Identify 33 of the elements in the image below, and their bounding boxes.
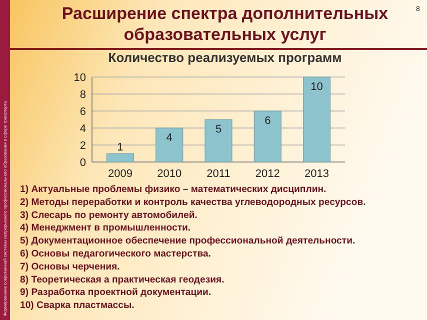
y-tick-label: 4 xyxy=(80,123,86,135)
y-tick-label: 8 xyxy=(80,89,86,101)
y-tick-label: 6 xyxy=(80,106,86,118)
data-label: 10 xyxy=(310,81,323,93)
x-tick-label: 2009 xyxy=(108,168,132,180)
bar xyxy=(254,110,282,162)
data-label: 4 xyxy=(166,132,172,144)
y-tick-label: 0 xyxy=(80,157,86,169)
x-tick-label: 2012 xyxy=(255,168,280,180)
text: 4) Менеджмент в промышленности. xyxy=(20,222,191,234)
data-label: 6 xyxy=(264,115,271,127)
x-tick-label: 2011 xyxy=(206,168,230,180)
bar xyxy=(156,128,184,162)
text: 2) Методы переработки и контроль качества углеводородных ресурсов. xyxy=(20,196,366,208)
y-tick-label: 2 xyxy=(80,140,86,152)
text: 6) Основы педагогического мастерства. xyxy=(20,248,211,260)
text: 9) Разработка проектной документации. xyxy=(20,287,212,298)
text: 8) Теоретическая а практическая геодезия. xyxy=(20,274,224,286)
y-tick-label: 10 xyxy=(74,72,86,84)
text: 10) Сварка пластмассы. xyxy=(20,300,134,312)
chart-title: Расширение спектра дополнительных образовательных услуг xyxy=(62,4,389,44)
data-label: 1 xyxy=(117,142,124,154)
text: 7) Основы черчения. xyxy=(20,261,120,272)
x-tick-label: 2010 xyxy=(157,168,182,180)
x-tick-label: 2013 xyxy=(304,168,329,180)
bar xyxy=(106,153,134,162)
text: 1) Актуальные проблемы физико – математических дисциплин. xyxy=(20,184,326,195)
text: 3) Слесарь по ремонту автомобилей. xyxy=(20,210,198,221)
chart-subtitle: Количество реализуемых программ xyxy=(108,50,342,65)
data-label: 5 xyxy=(215,124,222,136)
text: 5) Документационное обеспечение профессиональной деятельности. xyxy=(20,236,356,247)
bar xyxy=(302,76,331,162)
bar xyxy=(204,119,232,162)
